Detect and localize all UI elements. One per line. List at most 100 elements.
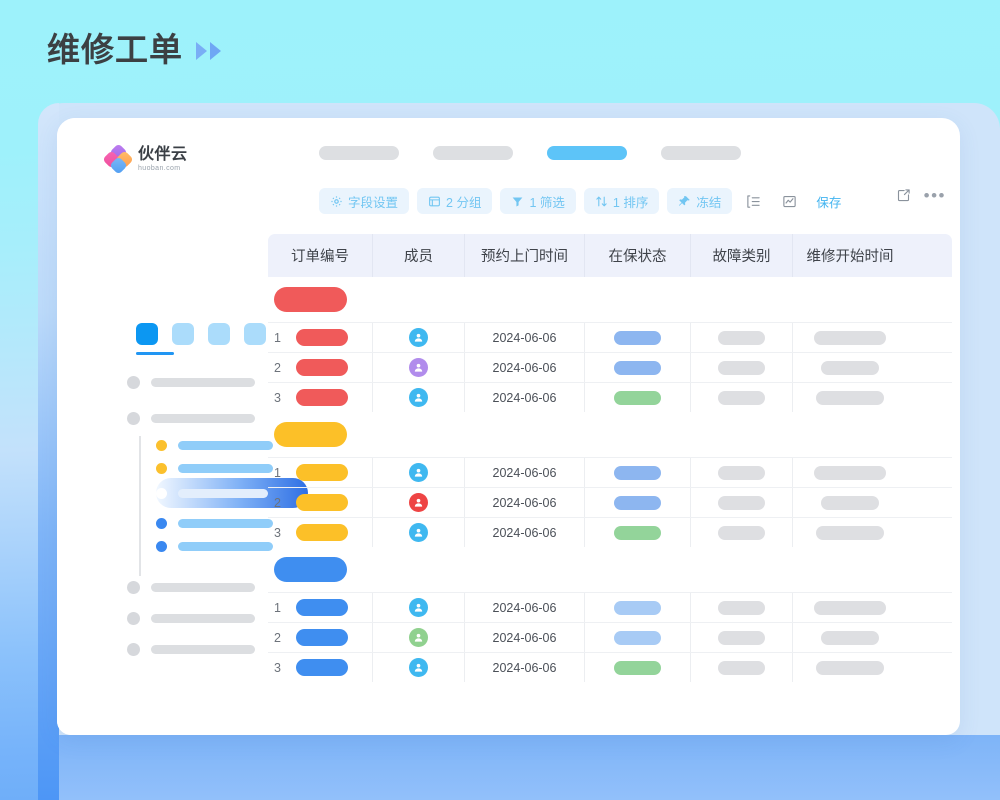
cell-member[interactable] [373,383,465,412]
column-header-visit_time[interactable]: 预约上门时间 [465,234,585,277]
cell-visit_time[interactable]: 2024-06-06 [465,623,585,652]
save-button[interactable]: 保存 [816,195,842,210]
cell-fault_type[interactable] [691,488,793,517]
sidebar-item-2[interactable] [127,412,255,425]
cell-warranty[interactable] [585,353,691,382]
filter-button[interactable]: 1 筛选 [500,188,576,214]
cell-repair_start[interactable] [793,488,907,517]
cell-member[interactable] [373,593,465,622]
group-header[interactable] [268,547,952,592]
cell-fault_type[interactable] [691,518,793,547]
sidebar-item-5[interactable] [156,488,268,499]
cell-visit_time[interactable]: 2024-06-06 [465,458,585,487]
group-button[interactable]: 2 分组 [417,188,493,214]
cell-repair_start[interactable] [793,383,907,412]
cell-order_no[interactable]: 2 [268,623,373,652]
table-row[interactable]: 2 2024-06-06 [268,622,952,652]
sidebar-item-9[interactable] [127,612,255,625]
table-row[interactable]: 1 2024-06-06 [268,322,952,352]
sidebar-item-3[interactable] [156,440,273,451]
group-header[interactable] [268,277,952,322]
cell-fault_type[interactable] [691,623,793,652]
column-header-order_no[interactable]: 订单编号 [268,234,373,277]
cell-visit_time[interactable]: 2024-06-06 [465,383,585,412]
sidebar-item-10[interactable] [127,643,255,656]
brand-logo[interactable]: 伙伴云 huoban.com [102,143,188,175]
cell-visit_time[interactable]: 2024-06-06 [465,593,585,622]
cell-fault_type[interactable] [691,323,793,352]
share-export-button[interactable] [896,188,911,203]
cell-order_no[interactable]: 1 [268,458,373,487]
cell-order_no[interactable]: 1 [268,323,373,352]
group-header[interactable] [268,412,952,457]
table-row[interactable]: 2 2024-06-06 [268,352,952,382]
sidebar-item-1[interactable] [127,376,255,389]
sort-button[interactable]: 1 排序 [583,188,660,214]
cell-repair_start[interactable] [793,458,907,487]
cell-order_no[interactable]: 3 [268,653,373,682]
more-dots-icon[interactable]: ••• [923,185,946,205]
cell-order_no[interactable]: 3 [268,383,373,412]
table-row[interactable]: 2 2024-06-06 [268,487,952,517]
field-settings-button[interactable]: 字段设置 [319,188,410,214]
cell-repair_start[interactable] [793,623,907,652]
cell-order_no[interactable]: 2 [268,353,373,382]
freeze-button[interactable]: 冻结 [667,188,733,214]
cell-warranty[interactable] [585,323,691,352]
cell-repair_start[interactable] [793,353,907,382]
cell-repair_start[interactable] [793,653,907,682]
cell-fault_type[interactable] [691,353,793,382]
cell-warranty[interactable] [585,488,691,517]
cell-fault_type[interactable] [691,593,793,622]
table-row[interactable]: 1 2024-06-06 [268,457,952,487]
cell-member[interactable] [373,653,465,682]
chart-button[interactable] [776,188,802,214]
cell-warranty[interactable] [585,458,691,487]
cell-visit_time[interactable]: 2024-06-06 [465,488,585,517]
column-header-warranty[interactable]: 在保状态 [585,234,691,277]
cell-order_no[interactable]: 1 [268,593,373,622]
cell-order_no[interactable]: 3 [268,518,373,547]
view-tab-3[interactable] [547,146,627,160]
cell-member[interactable] [373,353,465,382]
cell-member[interactable] [373,518,465,547]
sidebar-tab-3[interactable] [208,323,230,345]
cell-visit_time[interactable]: 2024-06-06 [465,653,585,682]
cell-fault_type[interactable] [691,458,793,487]
sidebar-item-7[interactable] [156,541,273,552]
cell-warranty[interactable] [585,653,691,682]
cell-member[interactable] [373,623,465,652]
view-tab-1[interactable] [319,146,399,160]
view-tab-2[interactable] [433,146,513,160]
sidebar-tab-2[interactable] [172,323,194,345]
sidebar-item-6[interactable] [156,518,273,529]
sidebar-item-8[interactable] [127,581,255,594]
cell-order_no[interactable]: 2 [268,488,373,517]
cell-warranty[interactable] [585,383,691,412]
cell-visit_time[interactable]: 2024-06-06 [465,518,585,547]
cell-visit_time[interactable]: 2024-06-06 [465,323,585,352]
cell-member[interactable] [373,458,465,487]
table-row[interactable]: 3 2024-06-06 [268,652,952,682]
column-header-fault_type[interactable]: 故障类别 [691,234,793,277]
cell-member[interactable] [373,488,465,517]
column-header-member[interactable]: 成员 [373,234,465,277]
view-tab-4[interactable] [661,146,741,160]
cell-repair_start[interactable] [793,593,907,622]
cell-visit_time[interactable]: 2024-06-06 [465,353,585,382]
column-header-repair_start[interactable]: 维修开始时间 [806,249,894,265]
table-row[interactable]: 3 2024-06-06 [268,382,952,412]
cell-fault_type[interactable] [691,653,793,682]
sidebar-tab-4[interactable] [244,323,266,345]
cell-warranty[interactable] [585,518,691,547]
sidebar-tab-1[interactable] [136,323,158,345]
table-row[interactable]: 3 2024-06-06 [268,517,952,547]
row-height-button[interactable] [740,188,766,214]
cell-warranty[interactable] [585,593,691,622]
cell-repair_start[interactable] [793,518,907,547]
table-row[interactable]: 1 2024-06-06 [268,592,952,622]
cell-repair_start[interactable] [793,323,907,352]
cell-fault_type[interactable] [691,383,793,412]
cell-member[interactable] [373,323,465,352]
cell-warranty[interactable] [585,623,691,652]
